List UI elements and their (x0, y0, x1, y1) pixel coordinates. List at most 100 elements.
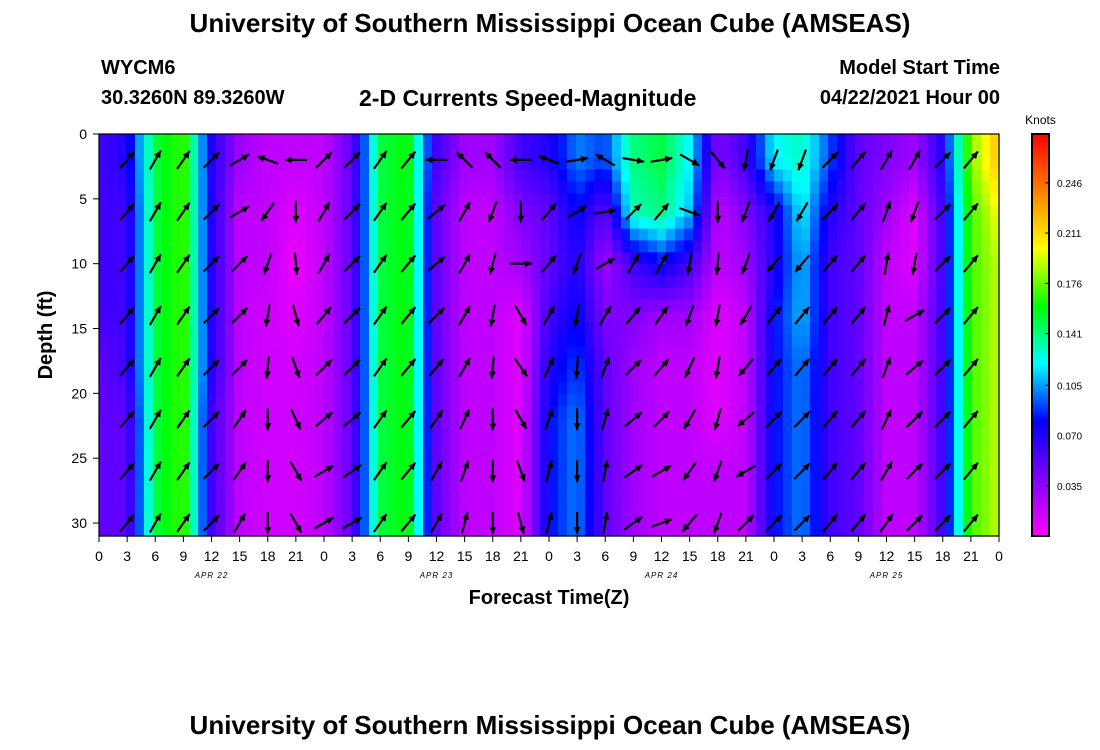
heatmap-cell (657, 193, 667, 206)
current-arrow (313, 516, 335, 530)
heatmap-cell (117, 512, 127, 525)
current-arrow-head (379, 358, 387, 367)
heatmap-cell (198, 524, 208, 537)
heatmap-cell (531, 181, 541, 194)
heatmap-cell (423, 417, 433, 431)
heatmap-cell (765, 488, 775, 502)
heatmap-cell (198, 264, 208, 277)
heatmap-cell (630, 394, 640, 407)
heatmap-cell (414, 323, 424, 336)
heatmap-cell (189, 311, 199, 324)
heatmap-cell (936, 441, 946, 454)
heatmap-cell (702, 453, 712, 466)
heatmap-cell (180, 169, 190, 182)
heatmap-cell (522, 335, 532, 348)
heatmap-cell (99, 524, 109, 537)
heatmap-cell (207, 358, 217, 372)
current-arrow-head (353, 464, 362, 472)
heatmap-cell (684, 441, 694, 454)
current-arrow-head (573, 527, 581, 534)
heatmap-cell (279, 476, 289, 490)
heatmap-cell (684, 453, 694, 466)
heatmap-cell (396, 394, 406, 407)
heatmap-cell (738, 216, 748, 230)
current-arrow (822, 254, 839, 273)
heatmap-cell (810, 299, 820, 312)
heatmap-cell (666, 488, 676, 502)
heatmap-cell (171, 358, 181, 372)
heatmap-cell (711, 216, 721, 230)
heatmap-cell (99, 335, 109, 348)
current-arrow (317, 253, 331, 274)
heatmap-cell (207, 240, 217, 253)
heatmap-cell (549, 145, 559, 159)
heatmap-cell (972, 394, 982, 407)
heatmap-cell (900, 382, 910, 395)
heatmap-cell (603, 264, 613, 277)
heatmap-cell (369, 441, 379, 454)
heatmap-cell (603, 394, 613, 407)
heatmap-cell (369, 346, 379, 360)
x-tick-label: 12 (204, 548, 220, 564)
heatmap-cell (297, 335, 307, 348)
heatmap-cell (531, 465, 541, 478)
heatmap-cell (900, 512, 910, 525)
heatmap-cell (675, 500, 685, 513)
heatmap-cell (324, 382, 334, 395)
current-arrow-head (293, 318, 301, 327)
current-arrow-head (154, 254, 161, 262)
heatmap-cell (981, 264, 991, 277)
heatmap-cell (477, 441, 487, 454)
current-arrow (148, 201, 162, 222)
heatmap-cell (819, 240, 829, 253)
heatmap-cell (738, 405, 748, 419)
heatmap-cell (882, 441, 892, 454)
heatmap-cell (306, 465, 316, 478)
current-arrow-head (379, 254, 387, 263)
heatmap-cell (648, 394, 658, 407)
heatmap-cell (603, 382, 613, 395)
heatmap-cell (477, 169, 487, 182)
x-tick-label: 21 (963, 548, 979, 564)
heatmap-cell (558, 488, 568, 502)
heatmap-cell (252, 429, 262, 443)
heatmap-cell (360, 476, 370, 490)
heatmap-cell (333, 358, 343, 372)
heatmap-cell (333, 382, 343, 395)
heatmap-cell (801, 240, 811, 253)
heatmap-cell (261, 228, 271, 242)
current-arrow-head (970, 203, 978, 211)
heatmap-cell (405, 488, 415, 502)
current-arrow (765, 462, 783, 480)
heatmap-cell (603, 299, 613, 312)
heatmap-cell (432, 441, 442, 454)
heatmap-cell (963, 287, 973, 301)
heatmap-cell (558, 465, 568, 478)
heatmap-cell (288, 524, 298, 537)
heatmap-cell (531, 382, 541, 395)
heatmap-cell (333, 323, 343, 336)
heatmap-cell (315, 370, 325, 383)
heatmap-cell (153, 370, 163, 383)
heatmap-cell (243, 134, 253, 147)
heatmap-cell (702, 405, 712, 419)
heatmap-cell (819, 358, 829, 372)
heatmap-cell (666, 240, 676, 253)
current-arrow (342, 411, 362, 428)
heatmap-cell (369, 335, 379, 348)
current-arrow (573, 460, 581, 483)
heatmap-cell (360, 417, 370, 431)
current-arrow (766, 254, 782, 273)
heatmap-cell (585, 382, 595, 395)
heatmap-cell (261, 394, 271, 407)
heatmap-cell (882, 216, 892, 230)
heatmap-cell (396, 240, 406, 253)
heatmap-cell (144, 311, 154, 324)
x-date-label: APR 22 (194, 571, 229, 580)
heatmap-cell (117, 228, 127, 242)
heatmap-cell (207, 382, 217, 395)
heatmap-cell (495, 394, 505, 407)
heatmap-cell (504, 157, 514, 171)
heatmap-cell (729, 476, 739, 490)
current-arrow (176, 409, 191, 429)
